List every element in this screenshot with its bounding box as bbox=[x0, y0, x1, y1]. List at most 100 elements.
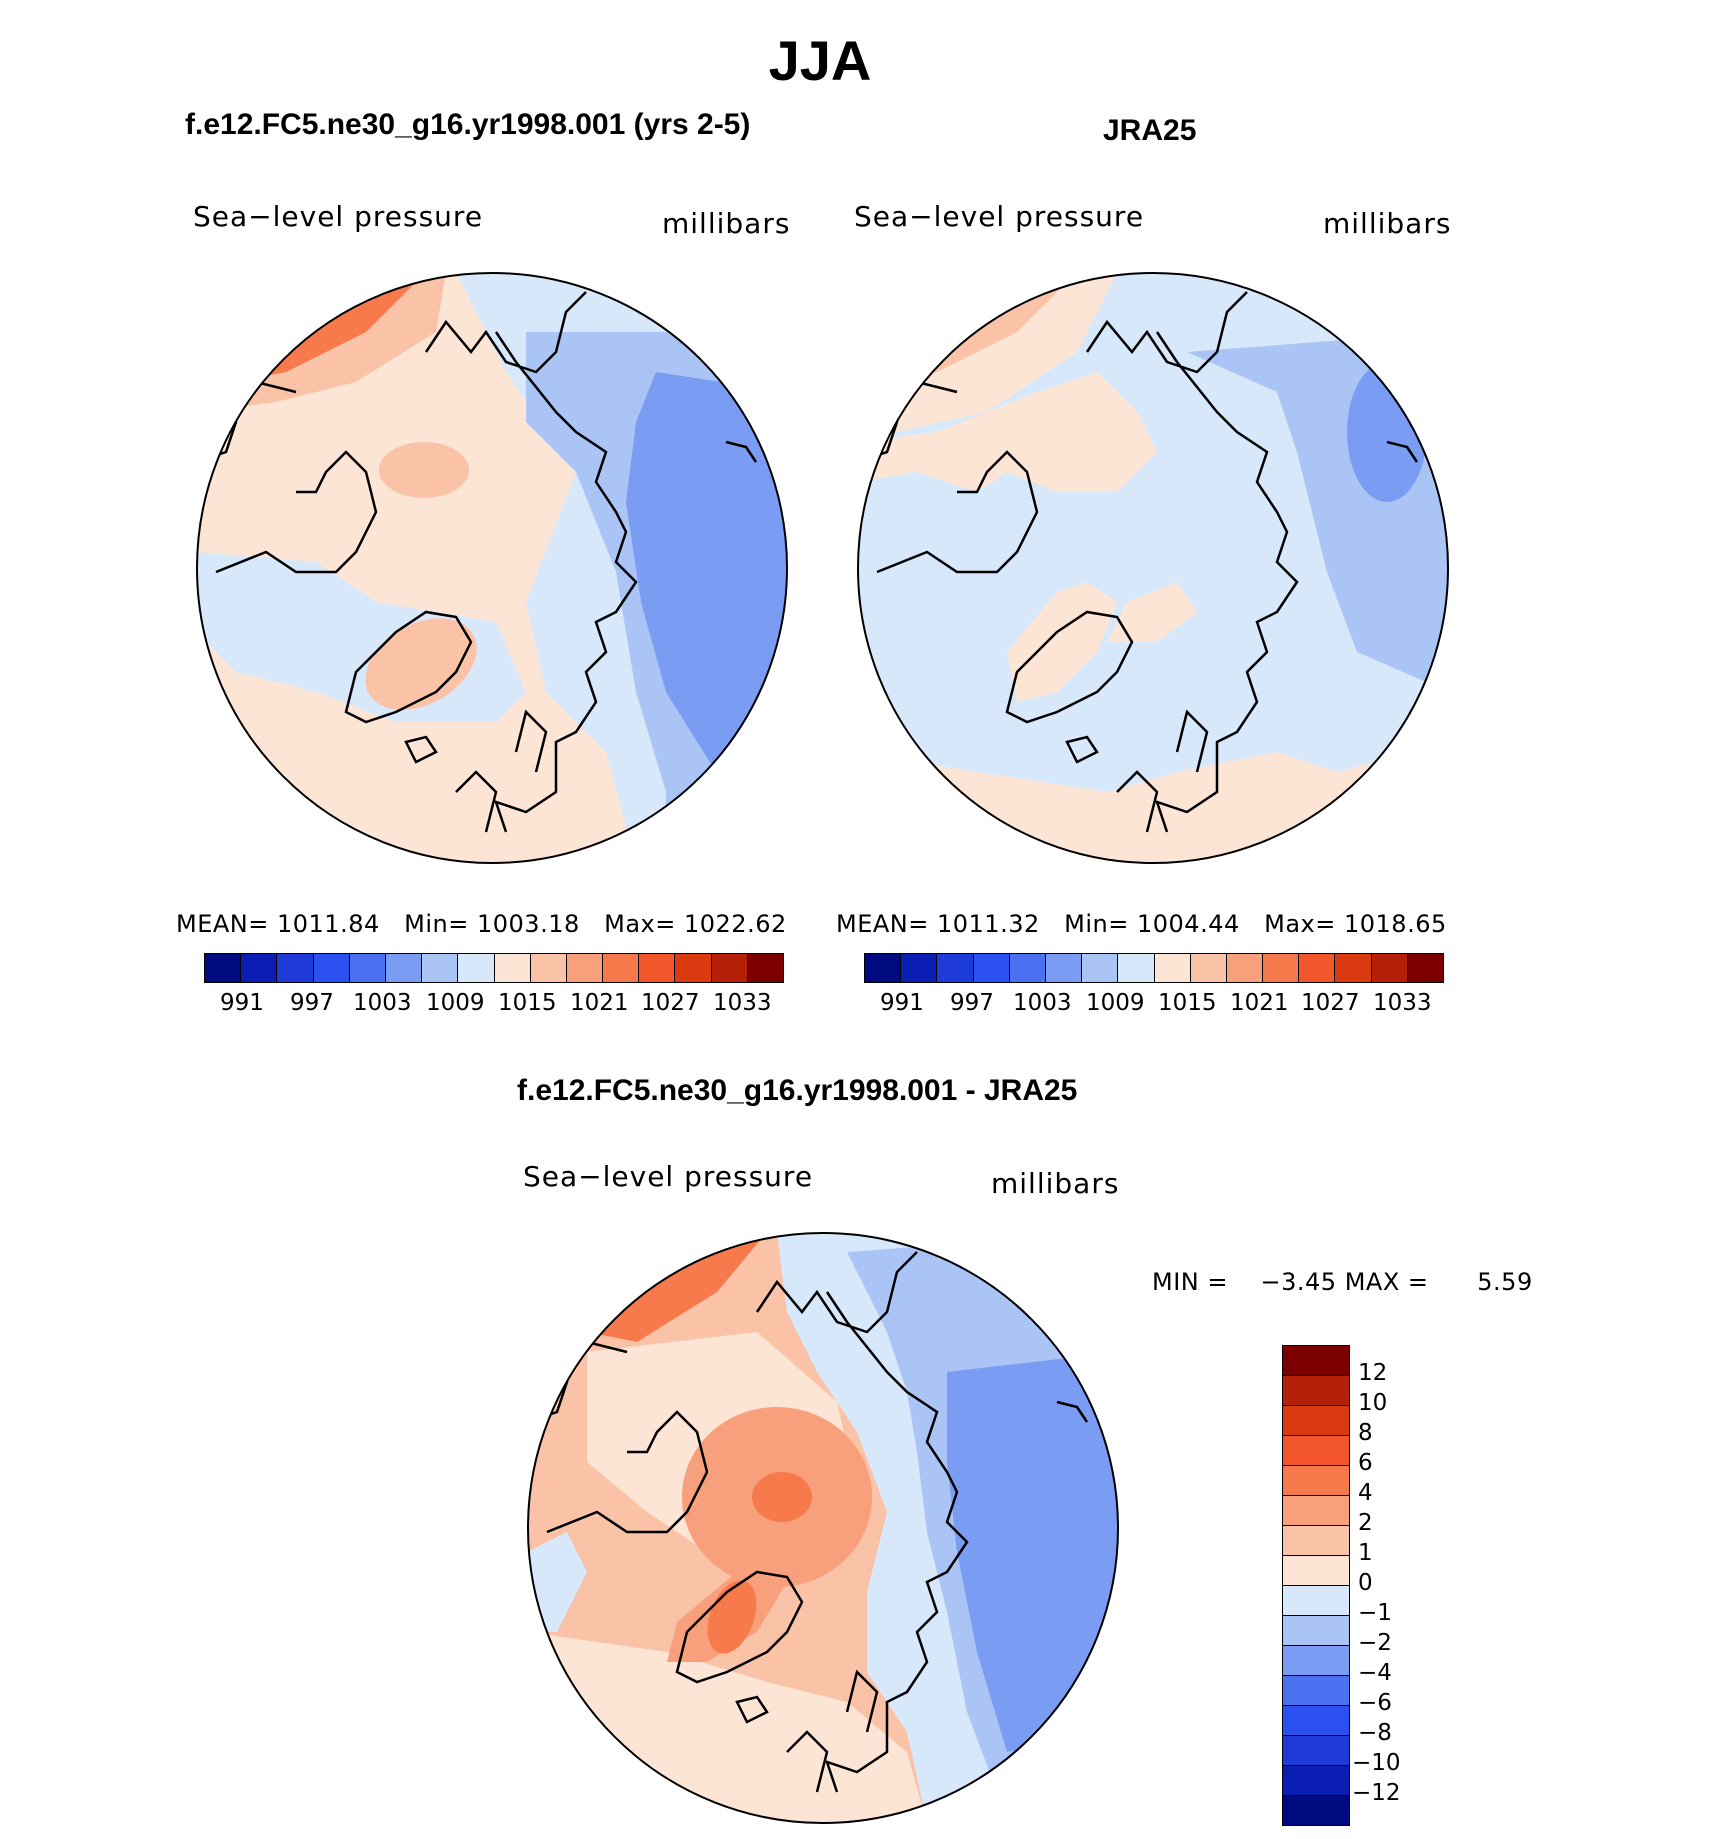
panel1-min-label: Min= bbox=[404, 910, 469, 938]
diff-tick: 8 bbox=[1358, 1420, 1373, 1446]
panel1-colorbar-swatch bbox=[458, 954, 495, 982]
diff-colorbar-swatch bbox=[1283, 1496, 1349, 1526]
panel1-colorbar-swatch bbox=[422, 954, 459, 982]
diff-min-value: −3.45 bbox=[1260, 1268, 1337, 1296]
diff-polar-map bbox=[527, 1232, 1119, 1824]
panel2-max-label: Max= bbox=[1264, 910, 1336, 938]
panel2-tick: 1033 bbox=[1373, 990, 1432, 1016]
panel2-map-border bbox=[857, 272, 1449, 864]
diff-tick: 2 bbox=[1358, 1510, 1373, 1536]
diff-colorbar-swatch bbox=[1283, 1436, 1349, 1466]
panel1-tick: 1021 bbox=[570, 990, 629, 1016]
panel1-min-value: 1003.18 bbox=[476, 910, 580, 938]
panel2-colorbar-swatch bbox=[1154, 954, 1191, 982]
panel1-coast-iceland bbox=[404, 735, 438, 764]
panel1-polar-map bbox=[196, 272, 788, 864]
diff-fill-low-spot bbox=[528, 1532, 587, 1632]
panel1-colorbar-swatch bbox=[566, 954, 604, 982]
panel2-tick: 1003 bbox=[1013, 990, 1072, 1016]
panel1-colorbar-swatch bbox=[675, 954, 712, 982]
diff-max-value: 5.59 bbox=[1477, 1268, 1533, 1296]
panel2-colorbar-swatch bbox=[1263, 954, 1300, 982]
diff-fill-arctic-peak bbox=[752, 1472, 812, 1522]
panel2-colorbar-swatch bbox=[1118, 954, 1155, 982]
diff-coast-iceland bbox=[735, 1695, 769, 1724]
panel1-colorbar-swatch bbox=[711, 954, 748, 982]
panel2-tick: 1015 bbox=[1158, 990, 1217, 1016]
diff-max-label: MAX = bbox=[1344, 1268, 1429, 1296]
panel1-stats: MEAN= 1011.84 Min= 1003.18 Max= 1022.62 bbox=[176, 910, 787, 938]
diff-coast-eurasia bbox=[755, 1251, 969, 1793]
diff-fill-lowest-east bbox=[947, 1352, 1118, 1752]
panel2-colorbar-swatch bbox=[1407, 954, 1443, 982]
panel1-coast-scandinavia bbox=[455, 709, 548, 833]
panel1-map-border bbox=[196, 272, 788, 864]
diff-colorbar-swatch bbox=[1283, 1796, 1349, 1825]
diff-tick: −2 bbox=[1358, 1630, 1392, 1656]
panel2-colorbar-swatch bbox=[1299, 954, 1336, 982]
diff-colorbar-swatch bbox=[1283, 1376, 1349, 1406]
diff-colorbar bbox=[1282, 1345, 1350, 1826]
panel1-tick: 1009 bbox=[426, 990, 485, 1016]
diff-tick: 10 bbox=[1358, 1390, 1388, 1416]
diff-coast-scandinavia bbox=[786, 1669, 879, 1793]
diff-map-border bbox=[527, 1232, 1119, 1824]
diff-units-label: millibars bbox=[991, 1167, 1120, 1200]
diff-colorbar-swatch bbox=[1283, 1646, 1349, 1676]
panel1-colorbar-swatch bbox=[241, 954, 278, 982]
panel1-variable-label: Sea−level pressure bbox=[193, 200, 484, 233]
panel2-subtitle: JRA25 bbox=[1103, 114, 1197, 147]
panel1-fill-lowest-east bbox=[626, 372, 787, 772]
panel1-subtitle: f.e12.FC5.ne30_g16.yr1998.001 (yrs 2-5) bbox=[185, 108, 751, 141]
diff-colorbar-swatch bbox=[1283, 1346, 1349, 1376]
panel2-min-label: Min= bbox=[1064, 910, 1129, 938]
panel2-variable-label: Sea−level pressure bbox=[854, 200, 1145, 233]
panel1-fill-greenland-high bbox=[365, 618, 477, 710]
panel1-colorbar bbox=[204, 953, 784, 983]
diff-colorbar-swatch bbox=[1283, 1526, 1349, 1556]
panel1-colorbar-swatch bbox=[530, 954, 567, 982]
panel2-colorbar-swatch bbox=[937, 954, 974, 982]
diff-tick: 4 bbox=[1358, 1480, 1373, 1506]
diff-tick: −6 bbox=[1358, 1690, 1392, 1716]
panel2-polar-map bbox=[857, 272, 1449, 864]
diff-tick: 6 bbox=[1358, 1450, 1373, 1476]
panel1-units-label: millibars bbox=[662, 207, 791, 240]
diff-colorbar-swatch bbox=[1283, 1676, 1349, 1706]
panel2-coast-scandinavia bbox=[1116, 709, 1209, 833]
panel1-tick: 1003 bbox=[353, 990, 412, 1016]
panel2-tick: 991 bbox=[880, 990, 924, 1016]
panel2-stats: MEAN= 1011.32 Min= 1004.44 Max= 1018.65 bbox=[836, 910, 1447, 938]
diff-tick: −1 bbox=[1358, 1600, 1392, 1626]
diff-tick: −12 bbox=[1352, 1780, 1401, 1806]
panel1-mean-label: MEAN= bbox=[176, 910, 269, 938]
panel2-colorbar-swatch bbox=[865, 954, 902, 982]
diff-colorbar-swatch bbox=[1283, 1466, 1349, 1496]
diff-colorbar-swatch bbox=[1283, 1586, 1349, 1616]
panel1-max-value: 1022.62 bbox=[684, 910, 787, 938]
panel2-colorbar-swatch bbox=[1045, 954, 1083, 982]
diff-colorbar-swatch bbox=[1283, 1706, 1349, 1736]
panel2-min-value: 1004.44 bbox=[1136, 910, 1240, 938]
panel1-colorbar-swatch bbox=[639, 954, 676, 982]
diff-colorbar-swatch bbox=[1283, 1736, 1349, 1766]
panel2-units-label: millibars bbox=[1323, 207, 1452, 240]
diff-tick: 0 bbox=[1358, 1570, 1373, 1596]
panel2-colorbar-swatch bbox=[973, 954, 1010, 982]
panel1-colorbar-swatch bbox=[603, 954, 640, 982]
diff-minmax: MIN = −3.45 MAX = 5.59 bbox=[1152, 1268, 1533, 1296]
panel1-colorbar-swatch bbox=[277, 954, 314, 982]
panel1-tick: 1033 bbox=[713, 990, 772, 1016]
panel2-colorbar-swatch bbox=[1335, 954, 1372, 982]
panel1-coast-greenland bbox=[344, 610, 473, 724]
panel1-mean-value: 1011.84 bbox=[277, 910, 380, 938]
panel1-coast-eurasia bbox=[424, 291, 638, 833]
panel2-tick: 997 bbox=[950, 990, 994, 1016]
panel2-tick: 1009 bbox=[1086, 990, 1145, 1016]
diff-colorbar-swatch bbox=[1283, 1766, 1349, 1796]
panel1-colorbar-swatch bbox=[747, 954, 783, 982]
panel1-colorbar-swatch bbox=[205, 954, 242, 982]
panel2-colorbar-swatch bbox=[901, 954, 938, 982]
panel2-max-value: 1018.65 bbox=[1344, 910, 1447, 938]
panel2-colorbar bbox=[864, 953, 1444, 983]
